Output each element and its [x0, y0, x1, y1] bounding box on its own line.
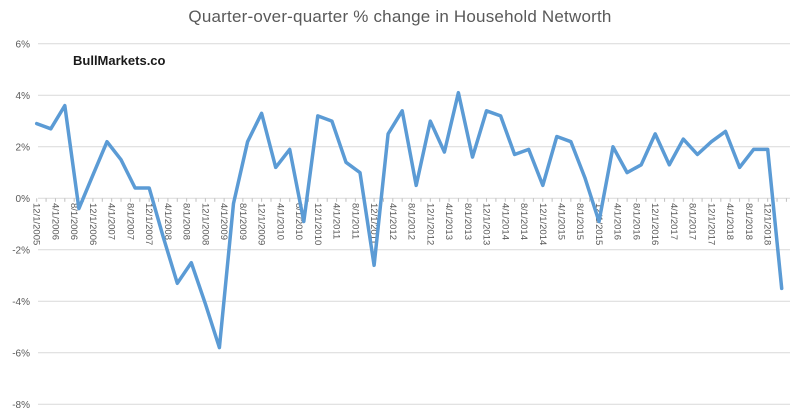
x-axis-tick-label: 12/1/2005 — [31, 203, 42, 245]
x-axis-tick-label: 4/1/2012 — [387, 203, 398, 240]
x-axis-tick-label: 8/1/2010 — [293, 203, 304, 240]
x-axis-tick-label: 4/1/2016 — [612, 203, 623, 240]
x-axis-tick-label: 4/1/2010 — [274, 203, 285, 240]
x-axis-tick-label: 12/1/2012 — [424, 203, 435, 245]
x-axis-tick-label: 4/1/2006 — [49, 203, 60, 240]
y-axis-tick-label: -2% — [12, 245, 30, 256]
x-axis-tick-label: 12/1/2017 — [705, 203, 716, 245]
x-axis-tick-label: 12/1/2016 — [649, 203, 660, 245]
x-axis-tick-label: 4/1/2018 — [724, 203, 735, 240]
x-axis-tick-label: 8/1/2015 — [574, 203, 585, 240]
y-axis-tick-label: 0% — [16, 194, 31, 205]
x-axis-tick-label: 12/1/2015 — [593, 203, 604, 245]
x-axis-tick-label: 12/1/2008 — [199, 203, 210, 245]
x-axis-tick-label: 8/1/2016 — [630, 203, 641, 240]
x-axis-tick-label: 12/1/2009 — [256, 203, 267, 245]
x-axis-tick-label: 4/1/2017 — [668, 203, 679, 240]
y-axis-tick-label: 4% — [16, 91, 31, 102]
x-axis-tick-label: 4/1/2013 — [443, 203, 454, 240]
x-axis-tick-label: 12/1/2011 — [368, 203, 379, 245]
x-axis-tick-label: 4/1/2007 — [106, 203, 117, 240]
x-axis-tick-label: 8/1/2017 — [687, 203, 698, 240]
x-axis-tick-label: 12/1/2018 — [762, 203, 773, 245]
x-axis-tick-label: 8/1/2011 — [349, 203, 360, 239]
x-axis-tick-label: 4/1/2014 — [499, 203, 510, 240]
x-axis-tick-label: 8/1/2006 — [68, 203, 79, 240]
x-axis-tick-label: 4/1/2009 — [218, 203, 229, 240]
y-axis-tick-label: 6% — [16, 39, 31, 50]
x-axis-tick-label: 8/1/2007 — [124, 203, 135, 240]
x-axis-tick-label: 8/1/2014 — [518, 203, 529, 240]
data-line-series — [34, 90, 784, 350]
y-axis-tick-label: -6% — [12, 348, 30, 359]
x-axis-tick-label: 12/1/2010 — [312, 203, 323, 245]
y-axis-tick-label: 2% — [16, 142, 31, 153]
watermark-bullmarkets: BullMarkets.co — [73, 53, 166, 68]
x-axis-tick-label: 8/1/2012 — [406, 203, 417, 240]
x-axis-tick-label: 12/1/2006 — [87, 203, 98, 245]
x-axis-tick-label: 12/1/2007 — [143, 203, 154, 245]
x-axis-tick-label: 12/1/2014 — [537, 203, 548, 245]
x-axis-tick-label: 12/1/2013 — [481, 203, 492, 245]
y-axis-tick-label: -4% — [12, 297, 30, 308]
x-axis-tick-label: 4/1/2015 — [556, 203, 567, 240]
x-axis-tick-label: 8/1/2009 — [237, 203, 248, 240]
x-axis-tick-label: 8/1/2018 — [743, 203, 754, 240]
x-axis-tick-label: 8/1/2013 — [462, 203, 473, 240]
x-axis-tick-label: 4/1/2008 — [162, 203, 173, 240]
x-axis-tick-label: 4/1/2011 — [331, 203, 342, 239]
x-axis-tick-label: 8/1/2008 — [181, 203, 192, 240]
chart-title: Quarter-over-quarter % change in Househo… — [188, 7, 612, 26]
y-axis-tick-label: -8% — [12, 400, 30, 411]
